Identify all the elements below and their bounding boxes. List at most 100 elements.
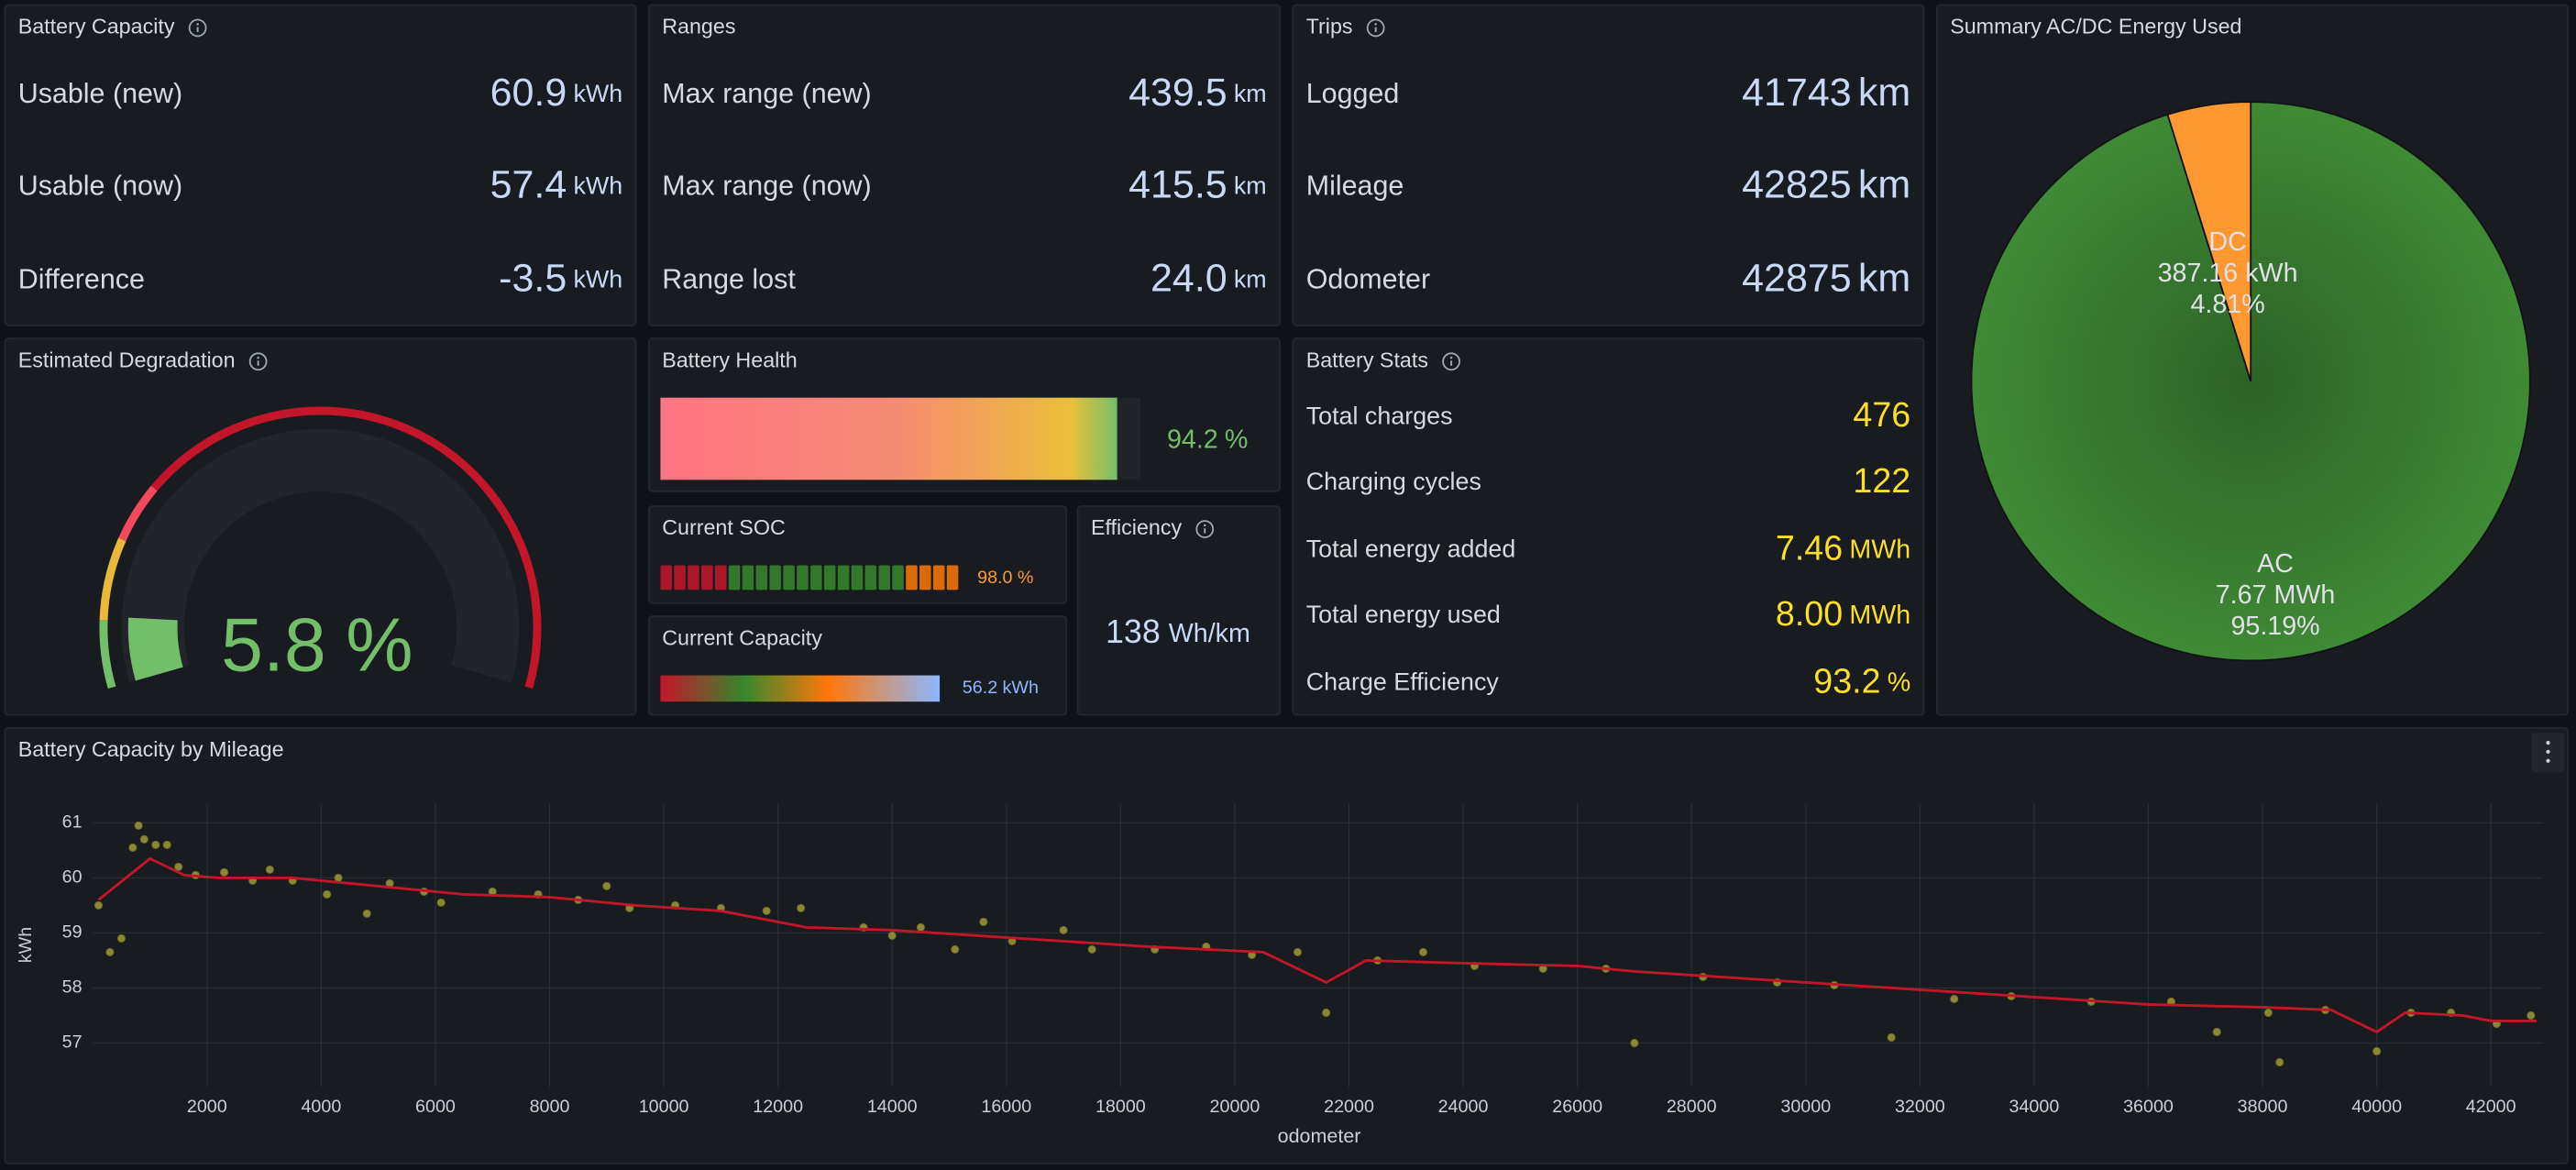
panel-title: Current Capacity — [662, 625, 822, 649]
stat-label: Charging cycles — [1306, 468, 1481, 495]
panel-menu-dot — [2546, 740, 2550, 745]
pie-percent: 4.81% — [2190, 290, 2264, 319]
value: 415.5 — [1128, 163, 1227, 207]
y-tick-label: 60 — [62, 867, 83, 888]
scatter-point — [1630, 1038, 1639, 1048]
health-bar — [660, 397, 1117, 480]
pie-label: DC — [2208, 227, 2246, 257]
x-tick-label: 28000 — [1667, 1097, 1717, 1117]
soc-segment — [728, 565, 741, 591]
value: 122 — [1853, 461, 1910, 500]
value: 60.9 — [490, 71, 567, 115]
gauge-threshold — [99, 537, 127, 621]
scatter-point — [436, 898, 446, 907]
unit: MWh — [1849, 535, 1910, 564]
x-tick-label: 36000 — [2123, 1097, 2174, 1117]
scatter-point — [1950, 994, 1959, 1004]
soc-segment — [755, 565, 768, 591]
scatter-point — [128, 843, 138, 852]
efficiency-value: 138 Wh/km — [1106, 613, 1250, 650]
x-tick-label: 26000 — [1552, 1097, 1602, 1117]
stat-value: 42875 km — [1742, 257, 1910, 301]
scatter-point — [887, 931, 897, 940]
panel-menu-dot — [2546, 758, 2550, 763]
scatter-point — [1293, 947, 1303, 956]
value: 24.0 — [1150, 257, 1227, 301]
y-tick-label: 58 — [62, 977, 83, 998]
stat-label: Usable (now) — [18, 170, 182, 201]
info-icon-dot — [257, 356, 259, 359]
stat-label: Total energy added — [1306, 535, 1516, 562]
x-tick-label: 42000 — [2466, 1097, 2516, 1117]
scatter-point — [1418, 947, 1428, 956]
x-tick-label: 34000 — [2009, 1097, 2060, 1117]
scatter-point — [916, 922, 925, 932]
x-tick-label: 30000 — [1780, 1097, 1831, 1117]
stat-value: 42825 km — [1742, 163, 1910, 207]
soc-segment — [797, 565, 809, 591]
info-icon — [1366, 18, 1385, 38]
x-tick-label: 18000 — [1095, 1097, 1146, 1117]
unit: kWh — [573, 171, 622, 199]
scatter-point — [134, 821, 143, 830]
unit: % — [346, 602, 413, 687]
soc-segment — [769, 565, 781, 591]
scatter-point — [162, 840, 171, 849]
unit: MWh — [1849, 601, 1910, 630]
value: 94.2 — [1167, 425, 1218, 454]
unit: km — [1234, 266, 1267, 293]
y-axis-label: kWh — [16, 927, 36, 963]
stat-value: 476 — [1853, 395, 1910, 434]
value: 42875 — [1742, 257, 1852, 301]
value: 7.46 — [1776, 528, 1843, 567]
unit: km — [1234, 171, 1267, 199]
unit: kWh — [573, 80, 622, 107]
x-tick-label: 6000 — [415, 1097, 456, 1117]
scatter-point — [2212, 1027, 2221, 1037]
soc-segment — [660, 565, 672, 591]
scatter-point — [265, 865, 274, 874]
panel — [1292, 4, 1925, 326]
soc-segment — [864, 565, 877, 591]
panel-title: Trips — [1306, 15, 1353, 39]
unit: km — [1858, 71, 1910, 115]
scatter-point — [1087, 944, 1096, 954]
scatter-point — [334, 873, 343, 882]
value: 93.2 — [1813, 661, 1880, 700]
x-tick-label: 24000 — [1438, 1097, 1489, 1117]
soc-segment — [932, 565, 945, 591]
panel — [1292, 337, 1925, 716]
value: 98.0 — [977, 568, 1012, 588]
gauge-track — [121, 428, 520, 683]
scatter-point — [2275, 1057, 2284, 1067]
scatter-point — [1059, 925, 1068, 934]
unit: % — [1225, 425, 1248, 454]
soc-segment — [701, 565, 713, 591]
value: 42825 — [1742, 163, 1852, 207]
stat-label: Max range (now) — [662, 170, 871, 201]
value: 56.2 — [963, 678, 997, 698]
x-tick-label: 40000 — [2351, 1097, 2402, 1117]
scatter-point — [174, 862, 183, 871]
panel — [1076, 505, 1281, 716]
stat-label: Logged — [1306, 78, 1400, 109]
scatter-point — [323, 889, 332, 899]
soc-segment — [837, 565, 850, 591]
value: 439.5 — [1128, 71, 1227, 115]
gauge-threshold — [118, 485, 158, 542]
value: 476 — [1853, 395, 1910, 434]
stat-value: 122 — [1853, 461, 1910, 500]
scatter-point — [602, 881, 611, 890]
soc-segment — [892, 565, 904, 591]
stat-value: -3.5 kWh — [499, 257, 622, 301]
y-tick-label: 57 — [62, 1032, 83, 1053]
soc-segment — [906, 565, 918, 591]
panel — [647, 4, 1281, 326]
soc-segment — [946, 565, 959, 591]
stat-label: Total energy used — [1306, 601, 1501, 628]
info-icon — [188, 18, 207, 38]
value: 41743 — [1742, 71, 1852, 115]
stat-value: 24.0 km — [1150, 257, 1267, 301]
soc-segment — [851, 565, 864, 591]
